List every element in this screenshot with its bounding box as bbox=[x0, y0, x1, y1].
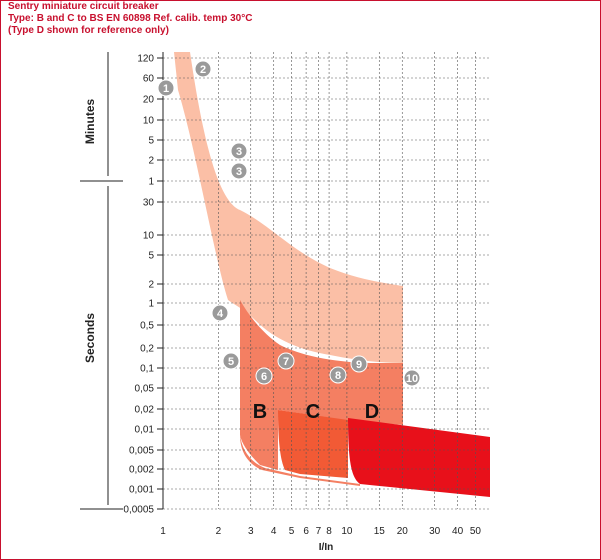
reference-marker-label: 8 bbox=[335, 370, 341, 382]
y-tick-label: 0,05 bbox=[135, 384, 155, 395]
x-tick-label: 2 bbox=[216, 526, 222, 537]
reference-marker-label: 3 bbox=[236, 146, 242, 158]
y-tick-label: 5 bbox=[148, 251, 154, 262]
x-tick-label: 5 bbox=[289, 526, 295, 537]
x-tick-label: 20 bbox=[397, 526, 409, 537]
y-tick-label: 0,5 bbox=[140, 321, 154, 332]
y-tick-label: 10 bbox=[143, 116, 155, 127]
reference-marker-label: 9 bbox=[356, 359, 362, 371]
x-axis-title: I/In bbox=[319, 542, 333, 553]
x-tick-label: 1 bbox=[160, 526, 166, 537]
x-tick-label: 40 bbox=[452, 526, 464, 537]
y-tick-label: 10 bbox=[143, 231, 155, 242]
reference-marker-label: 6 bbox=[261, 371, 267, 383]
x-tick-label: 3 bbox=[248, 526, 254, 537]
reference-marker-label: 7 bbox=[283, 356, 289, 368]
chart-header: Sentry miniature circuit breaker Type: B… bbox=[8, 1, 252, 37]
y-tick-label: 60 bbox=[143, 74, 155, 85]
reference-marker-label: 4 bbox=[217, 308, 224, 320]
reference-marker bbox=[329, 366, 347, 384]
reference-marker bbox=[230, 162, 248, 180]
reference-marker bbox=[230, 142, 248, 160]
header-title: Sentry miniature circuit breaker bbox=[8, 1, 159, 12]
y-tick-label: 0,001 bbox=[129, 485, 154, 496]
type-d-region bbox=[348, 418, 490, 497]
y-tick-label: 0,0005 bbox=[123, 505, 154, 516]
reference-marker bbox=[211, 304, 229, 322]
y-tick-label: 1 bbox=[148, 177, 154, 188]
x-tick-label: 6 bbox=[303, 526, 309, 537]
region-label-b: B bbox=[253, 401, 267, 423]
type-b-region bbox=[240, 300, 403, 470]
region-label-d: D bbox=[365, 401, 379, 423]
thermal-band-region bbox=[174, 52, 403, 363]
y-tick-label: 0,005 bbox=[129, 446, 154, 457]
type-c-region bbox=[278, 410, 348, 478]
x-tick-label: 15 bbox=[374, 526, 386, 537]
y-tick-label: 0,002 bbox=[129, 465, 154, 476]
reference-marker bbox=[350, 355, 368, 373]
reference-marker bbox=[277, 352, 295, 370]
y-tick-label: 120 bbox=[137, 54, 154, 65]
reference-marker bbox=[157, 79, 175, 97]
reference-marker-label: 5 bbox=[228, 356, 234, 368]
y-group-label-seconds: Seconds bbox=[83, 313, 97, 363]
x-tick-label: 30 bbox=[429, 526, 441, 537]
reference-marker-label: 10 bbox=[406, 373, 418, 385]
x-tick-label: 4 bbox=[271, 526, 277, 537]
x-tick-label: 10 bbox=[341, 526, 353, 537]
reference-marker bbox=[255, 367, 273, 385]
x-tick-label: 50 bbox=[470, 526, 482, 537]
header-note: (Type D shown for reference only) bbox=[8, 25, 169, 36]
reference-marker bbox=[222, 352, 240, 370]
y-tick-label: 2 bbox=[148, 280, 154, 291]
y-tick-label: 0,1 bbox=[140, 364, 154, 375]
reference-marker bbox=[194, 60, 212, 78]
y-tick-label: 0,2 bbox=[140, 344, 154, 355]
reference-marker bbox=[403, 369, 421, 387]
reference-marker-label: 3 bbox=[236, 166, 242, 178]
x-tick-label: 7 bbox=[316, 526, 322, 537]
y-tick-label: 1 bbox=[148, 299, 154, 310]
x-tick-label: 8 bbox=[326, 526, 332, 537]
reference-marker-label: 2 bbox=[200, 64, 206, 76]
y-tick-label: 2 bbox=[148, 156, 154, 167]
reference-marker-label: 1 bbox=[163, 83, 169, 95]
y-tick-label: 0,02 bbox=[135, 405, 155, 416]
region-label-c: C bbox=[306, 401, 320, 423]
y-group-label-minutes: Minutes bbox=[83, 99, 97, 145]
header-type-line: Type: B and C to BS EN 60898 Ref. calib.… bbox=[8, 13, 253, 24]
y-tick-label: 30 bbox=[143, 198, 155, 209]
y-tick-label: 20 bbox=[143, 95, 155, 106]
y-tick-label: 5 bbox=[148, 136, 154, 147]
y-tick-label: 0,01 bbox=[135, 425, 155, 436]
